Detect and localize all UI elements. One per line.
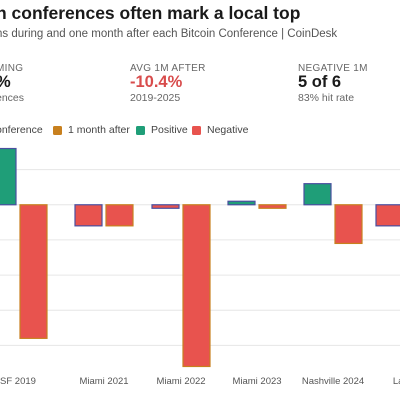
bar-during-2 xyxy=(151,204,180,209)
bar-during-3 xyxy=(227,200,256,206)
bar-during-1 xyxy=(74,204,103,227)
bar-after-4 xyxy=(334,204,363,245)
legend-swatch-negative xyxy=(192,125,201,135)
kpi-3-sub: 83% hit rate xyxy=(298,92,355,104)
bar-after-0 xyxy=(19,204,48,339)
legend-label-negative: Negative xyxy=(207,124,249,136)
kpi-1-sub: ences xyxy=(0,92,25,104)
legend-swatch-after xyxy=(53,125,62,135)
legend-item-positive: Positive xyxy=(136,124,188,136)
kpi-2-label: AVG 1M AFTER xyxy=(130,63,206,74)
x-tick-label-2: Miami 2022 xyxy=(156,376,205,387)
x-tick-label-0: SF 2019 xyxy=(0,376,36,387)
legend-label-after: 1 month after xyxy=(68,124,130,136)
bar-during-5 xyxy=(375,204,400,227)
x-tick-label-3: Miami 2023 xyxy=(232,376,281,387)
x-tick-label-1: Miami 2021 xyxy=(79,376,128,387)
legend-swatch-positive xyxy=(136,125,145,135)
kpi-2-value: -10.4% xyxy=(130,73,183,91)
kpi-3-value: 5 of 6 xyxy=(298,73,342,91)
kpi-3-label: NEGATIVE 1M xyxy=(298,63,368,74)
page-subtitle: ns during and one month after each Bitco… xyxy=(0,28,338,40)
bar-after-3 xyxy=(258,204,287,209)
legend-item-after: 1 month after xyxy=(53,124,130,136)
bar-during-4 xyxy=(303,183,332,206)
bar-during-0 xyxy=(0,147,17,206)
legend-label-during: onference xyxy=(0,124,43,136)
legend-item-negative: Negative xyxy=(192,124,248,136)
bar-after-1 xyxy=(105,204,134,227)
kpi-1-value: % xyxy=(0,73,11,92)
kpi-2-sub: 2019-2025 xyxy=(130,92,181,104)
x-tick-label-5: Las V xyxy=(393,376,400,387)
bar-after-2 xyxy=(182,204,211,368)
page-title: n conferences often mark a local top xyxy=(0,3,301,23)
legend-label-positive: Positive xyxy=(151,124,188,136)
legend-item-during: onference xyxy=(0,124,43,136)
x-tick-label-4: Nashville 2024 xyxy=(302,376,364,387)
kpi-1-label: MING xyxy=(0,63,24,74)
